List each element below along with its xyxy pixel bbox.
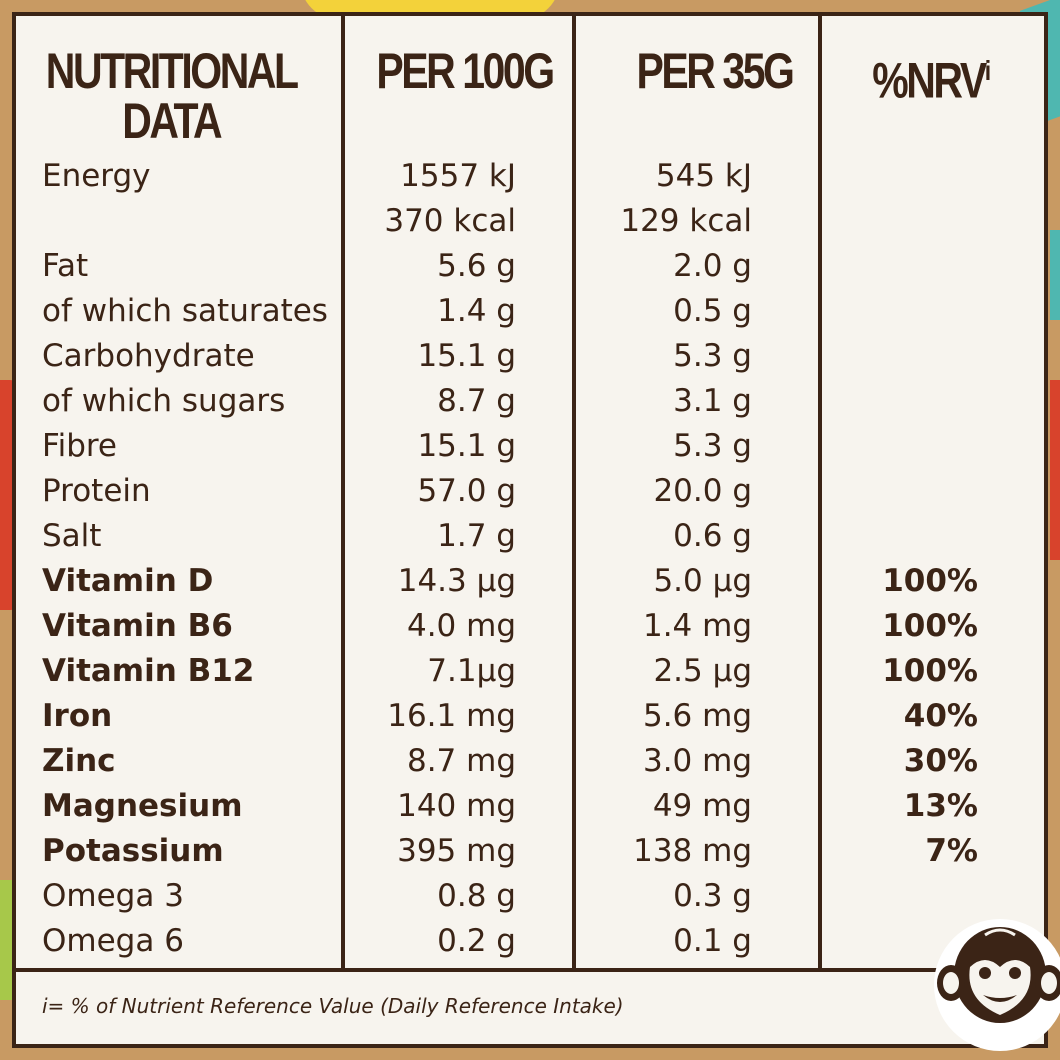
column-divider — [818, 16, 822, 972]
background-shape-teal-2 — [1050, 230, 1060, 320]
nutrient-label: Vitamin B12 — [42, 653, 255, 689]
nutrient-label: Omega 3 — [42, 878, 184, 914]
nutrient-label: Salt — [42, 518, 102, 554]
per-35g-value: 49 mg — [652, 788, 752, 824]
nrv-value: 40% — [903, 698, 978, 734]
per-100g-value: 15.1 g — [417, 338, 516, 374]
nrv-value: 100% — [882, 563, 978, 599]
nutrient-row: Magnesium 140 mg 49 mg 13% — [16, 784, 1036, 829]
per-35g-value: 0.5 g — [673, 293, 752, 329]
nutrient-label: Vitamin B6 — [42, 608, 233, 644]
nutrient-row: Energy 1557 kJ 545 kJ — [16, 154, 1036, 199]
nutrient-label: Vitamin D — [42, 563, 214, 599]
per-100g-value: 8.7 mg — [406, 743, 516, 779]
nrv-value: 7% — [925, 833, 978, 869]
nutrient-label: Omega 6 — [42, 923, 184, 959]
header-nutritional-line1: NUTRITIONAL — [45, 43, 299, 99]
header-nutritional-line2: DATA — [122, 93, 222, 149]
nutrient-label: Carbohydrate — [42, 338, 255, 374]
per-35g-value: 5.6 mg — [642, 698, 752, 734]
nutrient-row: Fat 5.6 g 2.0 g — [16, 244, 1036, 289]
header-nutritional-data: NUTRITIONAL DATA — [40, 46, 302, 146]
nutrient-row: 370 kcal 129 kcal — [16, 199, 1036, 244]
per-35g-value: 0.6 g — [673, 518, 752, 554]
header-nrv-superscript: i — [984, 55, 992, 86]
per-100g-value: 15.1 g — [417, 428, 516, 464]
per-35g-value: 0.1 g — [673, 923, 752, 959]
footer-divider — [16, 968, 1044, 972]
per-35g-value: 0.3 g — [673, 878, 752, 914]
nutrient-label: of which sugars — [42, 383, 286, 419]
per-35g-value: 129 kcal — [620, 203, 752, 239]
per-35g-value: 138 mg — [633, 833, 752, 869]
per-100g-value: 395 mg — [397, 833, 516, 869]
nutrient-row: Iron 16.1 mg 5.6 mg 40% — [16, 694, 1036, 739]
nrv-value: 30% — [903, 743, 978, 779]
nutrient-row: of which sugars 8.7 g 3.1 g — [16, 379, 1036, 424]
nutrient-row: Salt 1.7 g 0.6 g — [16, 514, 1036, 559]
header-per-35g: PER 35G — [636, 43, 795, 99]
header-per-100g: PER 100G — [376, 43, 555, 99]
nutrient-row: Omega 6 0.2 g 0.1 g — [16, 919, 1036, 964]
per-35g-value: 545 kJ — [655, 158, 752, 194]
footnote: i= % of Nutrient Reference Value (Daily … — [42, 994, 624, 1018]
nrv-value: 100% — [882, 653, 978, 689]
nrv-value: 13% — [903, 788, 978, 824]
per-100g-value: 7.1µg — [427, 653, 516, 689]
per-35g-value: 2.5 µg — [653, 653, 752, 689]
nutrient-label: Energy — [42, 158, 151, 194]
nutrient-row: Vitamin B6 4.0 mg 1.4 mg 100% — [16, 604, 1036, 649]
per-35g-value: 20.0 g — [653, 473, 752, 509]
nrv-value: 100% — [882, 608, 978, 644]
per-100g-value: 1557 kJ — [400, 158, 516, 194]
per-35g-value: 5.3 g — [673, 428, 752, 464]
per-35g-value: 3.0 mg — [642, 743, 752, 779]
nutrient-row: Vitamin D 14.3 µg 5.0 µg 100% — [16, 559, 1036, 604]
nutrient-row: Zinc 8.7 mg 3.0 mg 30% — [16, 739, 1036, 784]
nutrient-label: of which saturates — [42, 293, 328, 329]
per-100g-value: 4.0 mg — [406, 608, 516, 644]
per-100g-value: 370 kcal — [384, 203, 516, 239]
nutrient-label: Zinc — [42, 743, 116, 779]
header-nrv: %NRVi — [862, 46, 1001, 106]
per-100g-value: 140 mg — [397, 788, 516, 824]
column-divider — [341, 16, 345, 972]
nutrient-label: Magnesium — [42, 788, 243, 824]
monkey-face-icon — [934, 919, 1060, 1051]
nutrient-label: Iron — [42, 698, 113, 734]
nutrient-label: Protein — [42, 473, 151, 509]
nutrition-table: NUTRITIONAL DATA PER 100G PER 35G %NRVi … — [12, 12, 1048, 1048]
per-35g-value: 2.0 g — [673, 248, 752, 284]
nutrient-label: Fat — [42, 248, 89, 284]
per-100g-value: 0.8 g — [437, 878, 516, 914]
per-35g-value: 5.0 µg — [653, 563, 752, 599]
background-shape-red-2 — [1050, 380, 1060, 560]
per-100g-value: 8.7 g — [437, 383, 516, 419]
header-nrv-label: %NRV — [872, 52, 987, 109]
nutrient-row: Omega 3 0.8 g 0.3 g — [16, 874, 1036, 919]
per-35g-value: 3.1 g — [673, 383, 752, 419]
per-100g-value: 16.1 mg — [387, 698, 516, 734]
per-35g-value: 5.3 g — [673, 338, 752, 374]
per-100g-value: 0.2 g — [437, 923, 516, 959]
per-100g-value: 5.6 g — [437, 248, 516, 284]
nutrient-row: of which saturates 1.4 g 0.5 g — [16, 289, 1036, 334]
per-100g-value: 14.3 µg — [397, 563, 516, 599]
nutrient-row: Potassium 395 mg 138 mg 7% — [16, 829, 1036, 874]
nutrient-row: Protein 57.0 g 20.0 g — [16, 469, 1036, 514]
nutrient-label: Fibre — [42, 428, 118, 464]
column-divider — [572, 16, 576, 972]
nutrient-row: Carbohydrate 15.1 g 5.3 g — [16, 334, 1036, 379]
per-35g-value: 1.4 mg — [642, 608, 752, 644]
nutrient-label: Potassium — [42, 833, 224, 869]
nutrient-row: Vitamin B12 7.1µg 2.5 µg 100% — [16, 649, 1036, 694]
per-100g-value: 1.4 g — [437, 293, 516, 329]
per-100g-value: 1.7 g — [437, 518, 516, 554]
per-100g-value: 57.0 g — [417, 473, 516, 509]
nutrient-row: Fibre 15.1 g 5.3 g — [16, 424, 1036, 469]
